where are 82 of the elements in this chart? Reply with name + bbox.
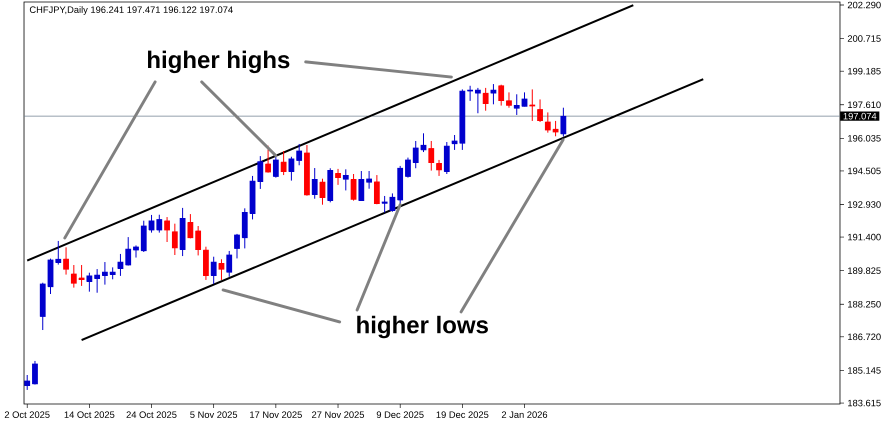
ref-line-label: 197.074: [844, 112, 876, 120]
candlestick: [32, 360, 38, 386]
candlestick: [187, 214, 194, 239]
x-tick-label: 14 Oct 2025: [64, 411, 114, 418]
annotation: higher lows: [357, 316, 488, 338]
candlestick: [552, 120, 558, 137]
candlestick: [102, 262, 108, 286]
candlestick: [382, 195, 388, 214]
candlestick: [537, 98, 543, 122]
y-tick-label: 189.825: [848, 267, 881, 274]
candlestick: [110, 266, 116, 280]
x-tick-label: 27 Nov 2025: [312, 411, 364, 418]
candlestick: [374, 174, 380, 205]
candlestick: [498, 84, 504, 106]
candlestick: [514, 94, 520, 116]
candlestick: [436, 159, 442, 176]
candlestick: [452, 134, 458, 150]
y-tick-label: 192.930: [848, 201, 881, 208]
candlestick: [63, 246, 69, 276]
annotation: higher highs: [148, 50, 290, 74]
candlestick: [55, 240, 62, 266]
candlestick: [296, 143, 302, 166]
candlestick: [482, 87, 489, 112]
candlestick: [195, 226, 202, 256]
candlestick: [210, 256, 217, 284]
x-tick-label: 17 Nov 2025: [250, 411, 302, 418]
candlestick: [125, 236, 132, 266]
candlestick: [544, 112, 551, 134]
candlestick: [412, 140, 419, 169]
x-tick-label: 9 Dec 2025: [376, 411, 424, 418]
x-tick-label: 24 Oct 2025: [126, 411, 177, 418]
candlestick: [148, 214, 154, 234]
candlestick: [133, 244, 139, 258]
candlestick: [164, 216, 170, 242]
candlestick: [172, 223, 178, 256]
candlestick: [474, 87, 481, 114]
candlestick: [156, 214, 162, 234]
x-tick-label: 5 Nov 2025: [190, 411, 238, 418]
y-tick-label: 194.505: [848, 168, 881, 174]
candlestick: [288, 156, 294, 182]
candlestick: [118, 253, 124, 276]
candlestick: [272, 156, 279, 178]
candlestick: [226, 250, 232, 278]
y-tick-label: 197.610: [848, 101, 881, 108]
candlestick: [358, 170, 364, 202]
y-tick-label: 200.715: [848, 35, 881, 42]
candlestick: [280, 150, 287, 176]
candlestick: [265, 145, 271, 174]
candlestick: [234, 233, 240, 259]
y-tick-label: 183.615: [848, 400, 881, 406]
x-tick-label: 2 Oct 2025: [4, 411, 50, 418]
y-tick-label: 188.250: [848, 300, 881, 308]
candlestick: [342, 168, 349, 191]
candlestick: [366, 170, 372, 190]
candlestick: [560, 107, 566, 137]
chart-title: CHFJPY,Daily 196.241 197.471 196.122 197.074: [30, 6, 233, 15]
candlestick: [218, 258, 224, 280]
candlestick: [467, 85, 474, 102]
candlestick: [257, 156, 264, 190]
candlestick: [529, 88, 536, 122]
candlestick: [522, 92, 528, 108]
y-tick-label: 196.035: [848, 135, 881, 142]
candlestick: [335, 168, 341, 186]
candlestick: [70, 264, 77, 288]
candlestick: [312, 168, 318, 200]
candlestick: [405, 157, 411, 178]
y-tick-label: 185.145: [848, 367, 881, 374]
candlestick: [320, 178, 326, 206]
candlestick: [78, 264, 84, 286]
candlestick: [350, 174, 356, 202]
x-tick-label: 19 Dec 2025: [436, 411, 488, 418]
candlestick: [24, 374, 30, 390]
y-tick-label: 186.720: [848, 334, 881, 340]
candlestick: [490, 84, 496, 105]
y-tick-label: 202.290: [848, 2, 881, 8]
candlestick: [506, 92, 512, 108]
candlestick: [420, 132, 426, 153]
x-tick-label: 2 Jan 2026: [502, 411, 548, 418]
y-tick-label: 191.400: [848, 234, 881, 240]
candlestick: [428, 140, 434, 172]
candlestick: [390, 192, 396, 212]
y-tick-label: 199.185: [848, 68, 881, 74]
